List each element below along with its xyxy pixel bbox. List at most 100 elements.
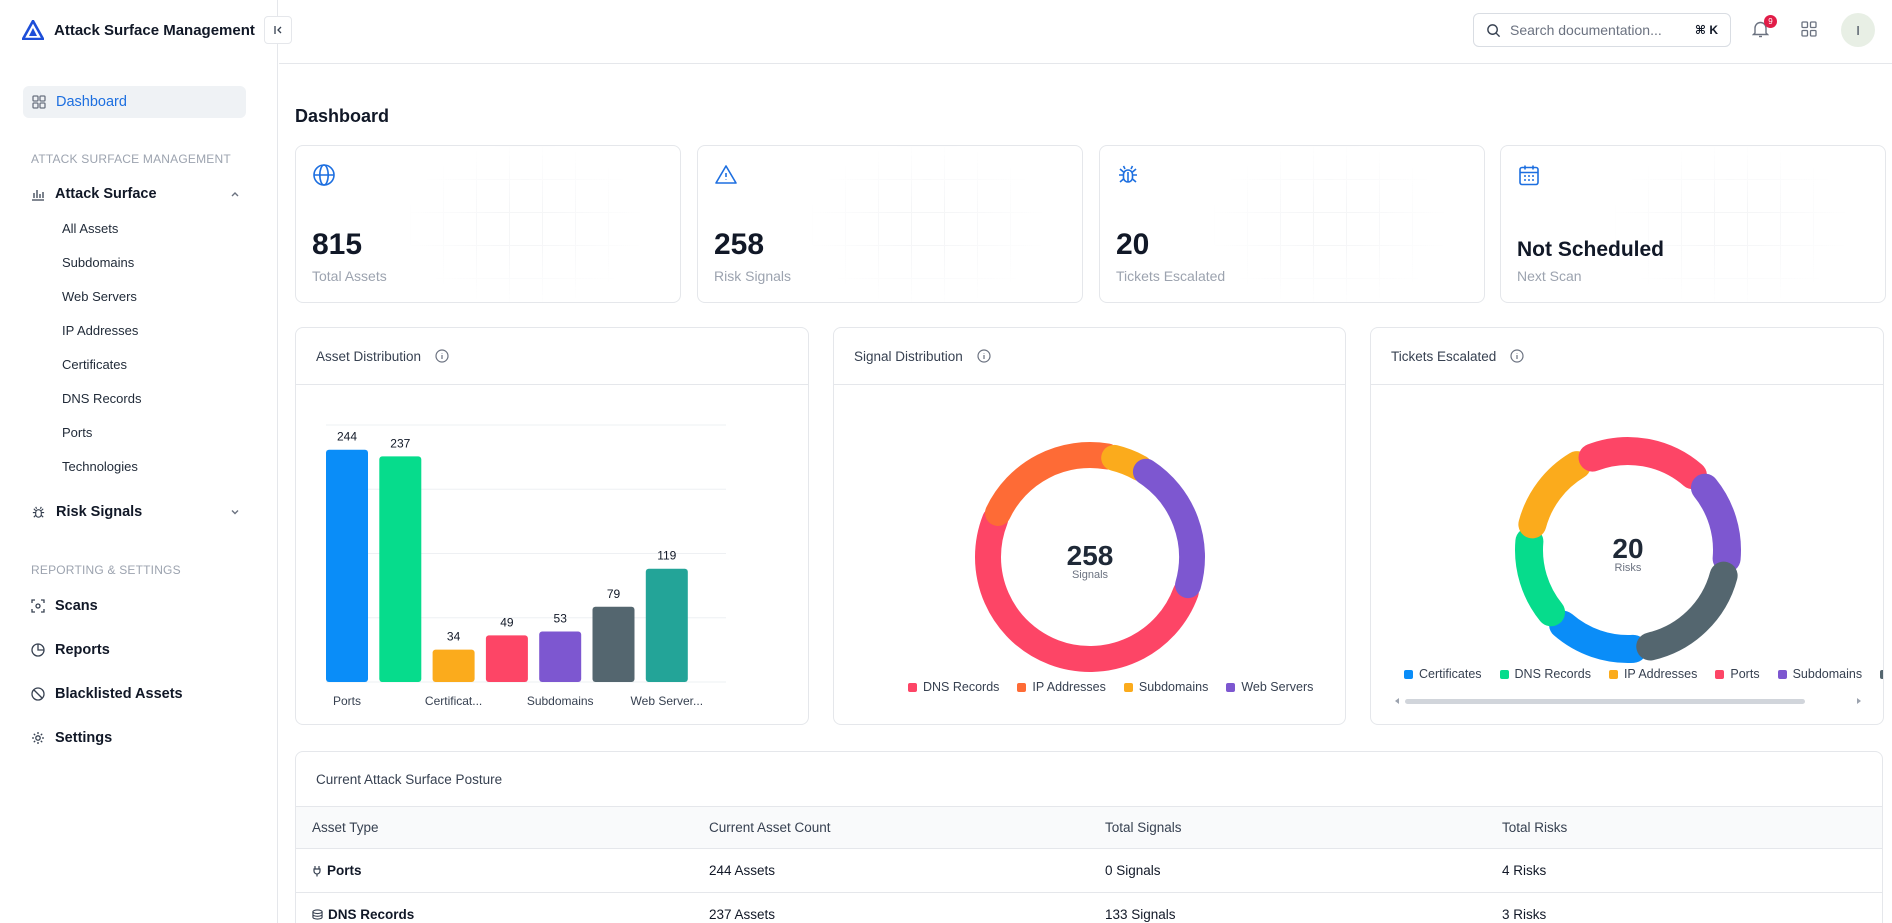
sidebar-item-label: Dashboard	[56, 94, 127, 110]
bell-icon[interactable]	[1752, 20, 1769, 38]
bar-value-label: 119	[657, 549, 676, 563]
info-icon[interactable]	[435, 349, 449, 363]
sidebar-item-reports[interactable]: Reports	[31, 642, 241, 658]
top-header: Search documentation... ⌘ K 9 I	[279, 0, 1892, 64]
sidebar-item-risk-signals[interactable]: Risk Signals	[31, 504, 241, 520]
sidebar-subitem-technologies[interactable]: Technologies	[62, 459, 138, 474]
bar[interactable]	[326, 449, 368, 682]
avatar[interactable]: I	[1841, 13, 1875, 47]
legend-label: DNS Records	[923, 680, 1000, 694]
apps-grid-icon[interactable]	[1801, 21, 1817, 37]
table-row[interactable]: DNS Records 237 Assets 133 Signals 3 Ris…	[296, 893, 1882, 923]
legend-label: Web Servers	[1241, 680, 1314, 694]
sidebar-item-dashboard[interactable]: Dashboard	[23, 86, 246, 118]
grid-pattern	[812, 146, 1042, 302]
legend-item[interactable]: Subdomains	[1123, 680, 1209, 694]
bar[interactable]	[645, 568, 688, 682]
chart-header: Signal Distribution	[834, 328, 1345, 385]
donut-slice[interactable]	[1549, 610, 1648, 663]
donut-slice[interactable]	[1518, 451, 1592, 539]
donut-center-value: 20	[1612, 533, 1643, 564]
warning-triangle-icon	[715, 165, 737, 184]
sidebar-section-title: REPORTING & SETTINGS	[31, 563, 181, 577]
bar[interactable]	[485, 635, 528, 682]
sidebar-item-scans[interactable]: Scans	[31, 598, 241, 614]
chart-title: Signal Distribution	[854, 348, 963, 364]
legend-scrollbar[interactable]	[1393, 695, 1863, 707]
scroll-right-arrow[interactable]	[1857, 698, 1861, 704]
legend-item[interactable]: IP Addresses	[1608, 667, 1697, 681]
column-header[interactable]: Total Risks	[1502, 820, 1568, 835]
legend-item[interactable]: Web Servers	[1226, 680, 1313, 694]
sidebar-subitem-ip-addresses[interactable]: IP Addresses	[62, 323, 139, 338]
donut-center-value: 258	[1067, 540, 1114, 571]
legend-item[interactable]: Subdomains	[1777, 667, 1863, 681]
sidebar-subitem-all-assets[interactable]: All Assets	[62, 221, 119, 236]
search-icon	[1487, 23, 1501, 37]
brand[interactable]: Attack Surface Management	[22, 20, 255, 40]
info-icon[interactable]	[977, 349, 991, 363]
legend-label: Subdomains	[1792, 667, 1863, 681]
legend-item[interactable]: Ports	[1715, 667, 1760, 681]
info-icon[interactable]	[1510, 349, 1524, 363]
sidebar-subitem-subdomains[interactable]: Subdomains	[62, 255, 135, 270]
bar[interactable]	[379, 456, 422, 682]
legend-swatch	[1499, 669, 1509, 679]
chart-legend: Certificates DNS Records IP Addresses Ports…	[1404, 667, 1883, 681]
donut-slice[interactable]	[1515, 527, 1566, 627]
donut-slice[interactable]	[1690, 473, 1741, 573]
app-title: Attack Surface Management	[54, 21, 255, 39]
sidebar-item-label: Reports	[55, 642, 110, 658]
bar[interactable]	[592, 606, 635, 682]
donut-slice[interactable]	[1578, 437, 1707, 490]
legend-item[interactable]: DNS Records	[1499, 667, 1591, 681]
sidebar-item-blacklisted-assets[interactable]: Blacklisted Assets	[31, 686, 241, 702]
legend-item[interactable]: Certificates	[1404, 667, 1482, 681]
stat-value: Not Scheduled	[1517, 238, 1665, 261]
bar[interactable]	[432, 649, 475, 682]
signal-distribution-card: Signal Distribution 258 Signals DNS Recor…	[833, 327, 1346, 725]
column-header[interactable]: Asset Type	[312, 820, 379, 835]
sidebar-subitem-ports[interactable]: Ports	[62, 425, 93, 440]
column-header[interactable]: Current Asset Count	[709, 820, 831, 835]
plug-icon	[313, 865, 321, 876]
column-header[interactable]: Total Signals	[1105, 820, 1182, 835]
chevron-up-icon[interactable]	[229, 188, 241, 200]
legend-item[interactable]: Te	[1880, 667, 1883, 681]
legend-item[interactable]: IP Addresses	[1017, 680, 1106, 694]
sidebar-subitem-dns-records[interactable]: DNS Records	[62, 391, 142, 406]
legend-swatch	[1608, 669, 1618, 679]
scroll-thumb[interactable]	[1405, 699, 1805, 704]
legend-swatch	[1777, 669, 1787, 679]
legend-swatch	[1017, 682, 1027, 692]
legend-swatch	[908, 682, 917, 692]
sidebar-subitem-certificates[interactable]: Certificates	[62, 357, 128, 372]
x-tick-label: Subdomains	[527, 694, 594, 708]
search-input[interactable]: Search documentation... ⌘ K	[1473, 13, 1731, 47]
chart-header: Asset Distribution	[296, 328, 808, 385]
donut-slice[interactable]	[1636, 561, 1738, 661]
sidebar-item-settings[interactable]: Settings	[31, 730, 241, 746]
legend-swatch	[1123, 682, 1133, 692]
x-tick-label: Certificat...	[425, 694, 482, 708]
pie-chart-icon	[31, 643, 45, 657]
cell-asset-count: 244 Assets	[709, 863, 776, 878]
stat-card-total-assets: 815 Total Assets	[295, 145, 681, 303]
legend-item[interactable]: DNS Records	[908, 680, 999, 694]
cell-asset-count: 237 Assets	[709, 907, 776, 922]
scroll-left-arrow[interactable]	[1395, 698, 1399, 704]
donut-slice[interactable]	[984, 442, 1121, 526]
donut-slice[interactable]	[1132, 458, 1205, 599]
table-row[interactable]: Ports 244 Assets 0 Signals 4 Risks	[296, 849, 1882, 893]
donut-slice[interactable]	[975, 506, 1199, 672]
bar[interactable]	[539, 631, 582, 682]
legend-label: Subdomains	[1138, 680, 1209, 694]
cell-asset-type: Ports	[312, 849, 362, 892]
asset-type-name: DNS Records	[328, 907, 415, 922]
sidebar-subitem-web-servers[interactable]: Web Servers	[62, 289, 137, 304]
sidebar-item-attack-surface[interactable]: Attack Surface	[31, 186, 241, 202]
chevron-down-icon[interactable]	[229, 506, 241, 518]
collapse-sidebar-button[interactable]	[264, 16, 292, 44]
calendar-icon	[1519, 165, 1539, 186]
